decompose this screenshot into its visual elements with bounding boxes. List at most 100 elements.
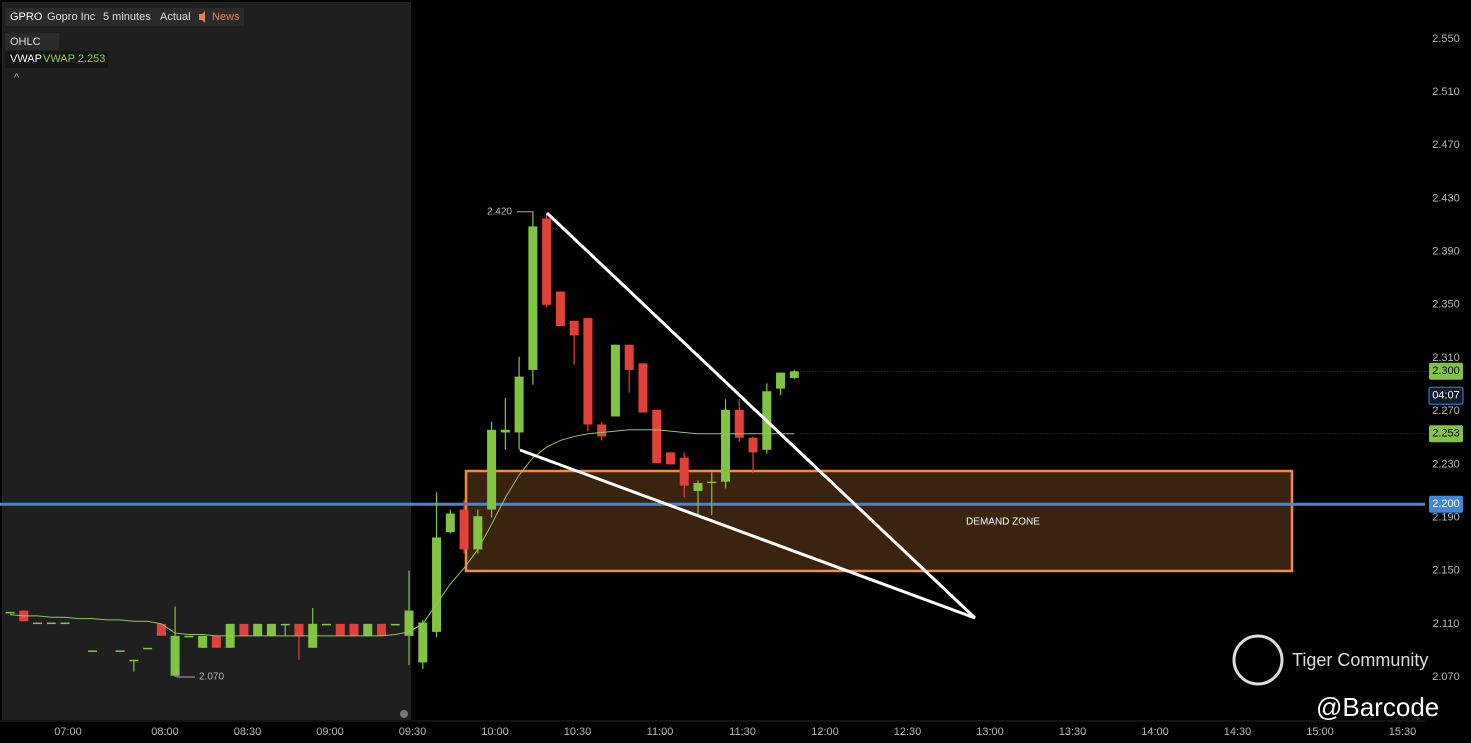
watermark-user: @Barcode	[1316, 692, 1439, 722]
candle-body	[542, 218, 552, 305]
candle-body	[211, 635, 221, 648]
candle-body	[624, 344, 634, 370]
y-tick-label: 2.270	[1432, 405, 1460, 417]
candle-body	[335, 623, 345, 636]
candle-body	[473, 516, 483, 550]
x-tick-label: 13:00	[976, 726, 1004, 738]
x-tick-label: 09:00	[316, 726, 344, 738]
high-marker-label: 2.420	[487, 206, 512, 217]
candle-body	[445, 513, 455, 533]
candle-body	[432, 537, 442, 632]
interval[interactable]: 5 minutes	[103, 11, 151, 23]
candle-body	[390, 623, 400, 626]
candle-body	[156, 623, 166, 636]
marks: 2.420 2.070	[0, 206, 1428, 683]
candle-body	[789, 371, 799, 378]
candle-body	[665, 452, 675, 465]
y-tick-label: 2.310	[1432, 352, 1460, 364]
ohlc-label[interactable]: OHLC	[10, 36, 41, 48]
candle-body	[597, 424, 607, 437]
news-icon[interactable]	[199, 11, 205, 23]
candle-body	[170, 635, 180, 676]
candle-body	[280, 623, 290, 626]
x-tick-label: 14:00	[1141, 726, 1169, 738]
countdown-box	[1428, 386, 1464, 405]
logo	[1232, 634, 1284, 686]
candle-body	[459, 509, 469, 550]
vwap-value: VWAP 2.253	[43, 53, 105, 65]
y-tick-label: 2.390	[1432, 246, 1460, 258]
last-price-tag	[1429, 362, 1463, 380]
scroll-dot[interactable]	[400, 710, 408, 718]
x-tick-label: 08:00	[151, 726, 179, 738]
candle-body	[198, 635, 208, 648]
candle-body	[679, 457, 689, 486]
x-tick-label: 09:30	[399, 726, 427, 738]
vwap-tag	[1429, 425, 1463, 443]
candle-body	[776, 372, 786, 389]
y-tick-label: 2.190	[1432, 511, 1460, 523]
candle-body	[487, 429, 497, 510]
candle-body	[33, 622, 43, 625]
header-bar[interactable]	[5, 8, 244, 26]
candle-body	[184, 635, 194, 638]
x-tick-label: 11:30	[729, 726, 756, 738]
candle-body	[266, 623, 276, 636]
candle-body	[88, 650, 98, 652]
candle-body	[734, 409, 744, 438]
candle-body	[418, 622, 428, 663]
news[interactable]: News	[212, 11, 240, 23]
countdown: 04:07	[1432, 390, 1460, 402]
candle-body	[652, 409, 662, 464]
x-tick-label: 10:30	[564, 726, 592, 738]
y-tick-label: 2.230	[1432, 458, 1460, 470]
x-tick-label: 15:00	[1306, 726, 1334, 738]
candle-body	[239, 623, 249, 636]
candle-body	[5, 611, 15, 614]
price-mode[interactable]: Actual	[160, 11, 191, 23]
watermark-brand: Tiger Community	[1292, 650, 1428, 670]
candle-body	[693, 482, 703, 491]
x-tick-label: 12:00	[811, 726, 839, 738]
y-tick-label: 2.070	[1432, 671, 1460, 683]
candle-body	[555, 291, 565, 327]
x-tick-label: 15:30	[1389, 726, 1417, 738]
zone-label: DEMAND ZONE	[966, 517, 1040, 528]
vwap-label[interactable]: VWAP	[10, 53, 42, 65]
demand-zone	[464, 469, 1294, 573]
candle-body	[377, 623, 387, 636]
legend-box	[5, 51, 108, 68]
y-tick-label: 2.110	[1433, 618, 1460, 630]
x-tick-label: 13:30	[1059, 726, 1087, 738]
premarket-shade	[2, 2, 411, 720]
candle-body	[610, 344, 620, 417]
x-tick-label: 08:30	[234, 726, 262, 738]
y-tick-label: 2.470	[1432, 139, 1460, 151]
candle-body	[349, 623, 359, 636]
candle-body	[321, 623, 331, 626]
candle-body	[528, 226, 538, 370]
candle-body	[363, 623, 373, 636]
trendline	[519, 448, 976, 620]
trendline	[545, 211, 977, 620]
y-tick-label: 2.350	[1432, 299, 1460, 311]
candle-body	[143, 647, 153, 650]
candle-body	[404, 610, 414, 636]
candle-body	[60, 622, 70, 625]
collapse[interactable]: ^	[14, 72, 20, 84]
x-tick-label: 07:00	[54, 726, 82, 738]
candle-body	[253, 623, 263, 636]
low-marker-line	[176, 670, 195, 678]
candle-body	[129, 659, 139, 662]
candle-body	[707, 481, 717, 484]
candle-body	[46, 622, 56, 625]
symbol[interactable]: GPRO	[10, 11, 43, 23]
candle-body	[514, 376, 524, 433]
company-name: Gopro Inc	[47, 11, 96, 23]
x-tick-label: 14:30	[1224, 726, 1252, 738]
candle-body	[721, 409, 731, 482]
candle-body	[500, 429, 510, 433]
low-marker-label: 2.070	[199, 672, 224, 683]
